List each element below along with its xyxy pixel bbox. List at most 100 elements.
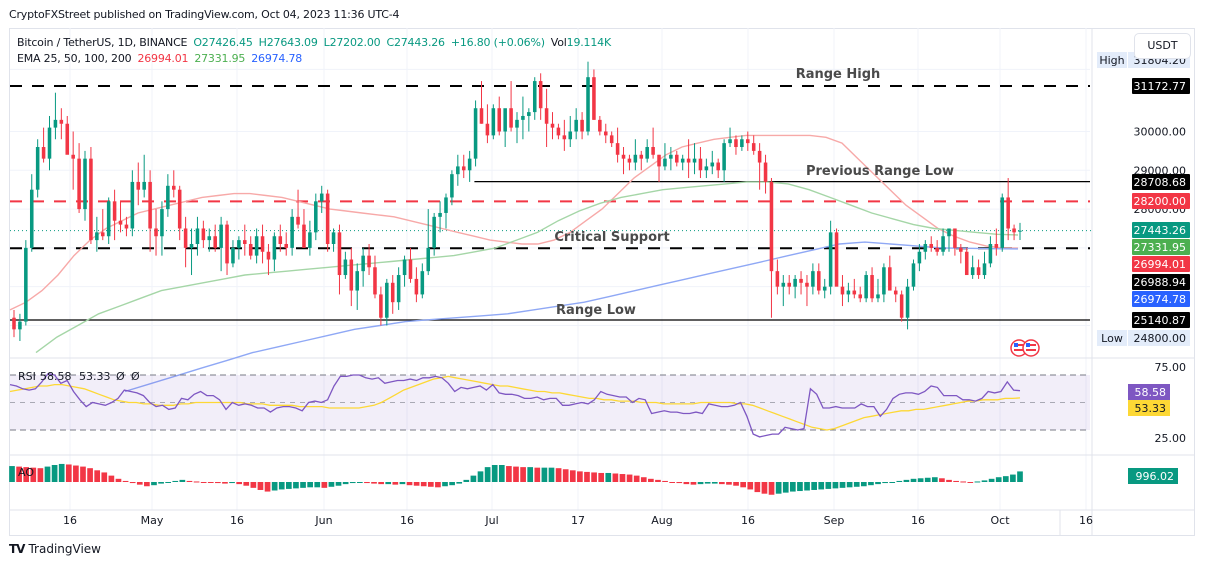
candle	[414, 267, 419, 303]
candle	[852, 278, 857, 299]
candle-body	[414, 278, 419, 295]
candle	[675, 150, 679, 167]
time-tick: 16	[230, 514, 244, 527]
candle-body	[515, 119, 519, 128]
flag-stripe	[1014, 349, 1024, 351]
candle-body	[704, 166, 709, 171]
candle-body	[160, 209, 164, 237]
candle	[633, 139, 638, 171]
candle	[183, 216, 188, 268]
candle	[905, 278, 910, 330]
ao-bar	[413, 482, 420, 486]
candle	[29, 174, 34, 252]
time-tick: 16	[63, 514, 77, 527]
candle-body	[408, 259, 413, 279]
ao-value-tag: 996.02	[1136, 470, 1175, 483]
candle	[509, 81, 513, 132]
rsi-ma-tag: 53.33	[1135, 402, 1167, 415]
ao-bar	[321, 482, 328, 488]
candle-body	[521, 115, 525, 120]
candle	[266, 243, 271, 276]
candle-body	[12, 317, 16, 330]
price-tag: 28708.68	[1134, 176, 1187, 189]
ao-bar	[44, 466, 51, 482]
ema-legend: EMA 25, 50, 100, 200 26994.01 27331.95 2697…	[17, 52, 308, 65]
candle	[497, 96, 502, 136]
candle-body	[1018, 230, 1022, 232]
candle	[118, 201, 123, 233]
candle-body	[621, 154, 626, 159]
time-tick: 16	[400, 514, 414, 527]
price-tick: 30000.00	[1134, 125, 1187, 138]
ao-bar	[420, 482, 427, 487]
rsi-value-tag: 58.58	[1135, 386, 1167, 399]
ao-bar	[726, 482, 732, 485]
ao-bar	[427, 482, 434, 487]
candle	[911, 259, 916, 291]
ao-bar	[577, 471, 583, 482]
candle-body	[266, 251, 271, 260]
candle	[53, 92, 58, 140]
price-tag-bg	[1132, 312, 1190, 328]
candle	[515, 112, 519, 144]
ao-bar	[541, 467, 548, 482]
candle-body	[870, 275, 874, 299]
candle	[41, 127, 46, 163]
footer: TV TradingView	[9, 542, 101, 556]
candle	[254, 228, 259, 264]
ao-bar	[711, 482, 718, 484]
ao-bar	[676, 482, 683, 484]
candle-body	[976, 267, 981, 276]
rsi-value-legend: 58.58	[40, 370, 72, 383]
ao-bar	[967, 482, 974, 483]
time-tick: Jul	[484, 514, 498, 527]
candle-body	[296, 216, 300, 225]
candle-body	[456, 166, 460, 175]
brand-name[interactable]: TradingView	[28, 542, 101, 556]
ao-bar	[385, 482, 392, 485]
candle	[639, 150, 644, 171]
ao-bar	[392, 482, 399, 485]
time-tick: Jun	[314, 514, 332, 527]
candle	[83, 150, 87, 221]
ao-bar	[491, 465, 498, 482]
candle-body	[396, 275, 401, 303]
ao-label: AO	[18, 466, 34, 479]
candle-body	[47, 127, 52, 159]
candle	[142, 154, 146, 198]
flag-stripe	[1014, 344, 1024, 346]
candle	[544, 88, 549, 148]
candle-body	[225, 224, 229, 264]
tradingview-logo-icon[interactable]: TV	[9, 542, 26, 556]
candle	[100, 209, 105, 241]
currency-button[interactable]: USDT	[1134, 33, 1191, 59]
candle	[296, 189, 300, 229]
candle	[651, 127, 655, 159]
ao-bar	[356, 482, 363, 483]
ao-bar	[328, 482, 335, 487]
candle	[325, 189, 330, 252]
candle-body	[568, 131, 573, 140]
candle	[24, 240, 28, 326]
candle	[562, 119, 567, 151]
candle	[444, 193, 448, 229]
candle-body	[982, 263, 987, 276]
candle-body	[124, 224, 129, 229]
ao-bar	[569, 470, 576, 482]
candle	[1000, 193, 1005, 252]
ao-bar	[498, 465, 505, 482]
candle-body	[603, 131, 608, 136]
candle	[893, 286, 898, 303]
candle	[349, 247, 354, 307]
candle	[976, 259, 981, 279]
ao-bar	[960, 481, 967, 483]
candle-body	[248, 243, 253, 256]
flag-stripe	[1026, 344, 1036, 346]
candle	[763, 154, 768, 194]
ao-bar	[761, 482, 768, 494]
candle-body	[598, 119, 602, 132]
ao-bar	[875, 482, 881, 485]
rsi-extra-legend: Ø	[131, 370, 140, 383]
candle	[172, 170, 176, 198]
